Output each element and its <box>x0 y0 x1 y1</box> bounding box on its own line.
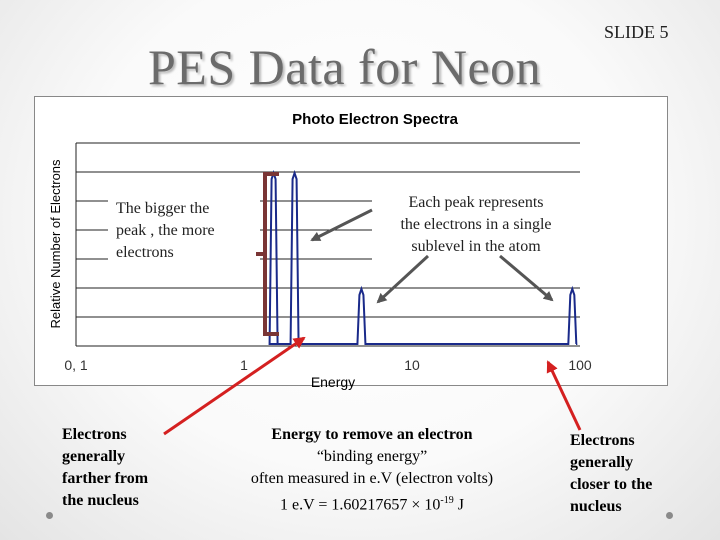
note-farther: Electrons generally farther from the nuc… <box>62 426 149 509</box>
chart-title: Photo Electron Spectra <box>292 111 459 128</box>
annotation-line: The bigger the <box>116 200 209 217</box>
slide-title: PES Data for Neon <box>148 39 542 95</box>
decorative-dot-left <box>46 512 53 519</box>
arrow-to-second-peak <box>376 254 430 304</box>
annotation-line: peak , the more <box>116 222 215 239</box>
annotation-line: electrons <box>116 244 174 261</box>
axes <box>75 143 580 347</box>
x-axis-label: Energy <box>311 374 355 390</box>
annotation-line: the electrons in a single <box>400 216 551 233</box>
arrow-to-third-peak <box>499 254 554 302</box>
annotation-box-right <box>372 188 584 262</box>
x-tick-label: 10 <box>404 357 420 373</box>
annotation-bigger-peak: The bigger the peak , the more electrons <box>116 200 215 261</box>
slide-number: SLIDE 5 <box>604 22 669 42</box>
annotation-each-peak: Each peak represents the electrons in a s… <box>400 194 551 255</box>
note-closer: Electrons generally closer to the nucleu… <box>570 432 653 515</box>
x-tick-label: 1 <box>240 357 248 373</box>
red-arrow-right <box>546 360 582 431</box>
annotation-box-left <box>108 190 260 264</box>
red-arrow-left <box>163 336 306 436</box>
note-binding-energy: Energy to remove an electron “binding en… <box>250 426 494 514</box>
annotation-line: sublevel in the atom <box>411 238 541 255</box>
annotation-boxes <box>108 188 584 264</box>
decorative-dot-right <box>666 512 673 519</box>
arrow-to-first-peak <box>310 208 373 242</box>
annotation-line: Each peak represents <box>408 194 543 211</box>
x-tick-label: 100 <box>568 357 592 373</box>
y-axis-label: Relative Number of Electrons <box>48 159 63 329</box>
x-tick-label: 0, 1 <box>64 357 88 373</box>
x-tick-labels: 0, 1 1 10 100 <box>64 357 592 373</box>
